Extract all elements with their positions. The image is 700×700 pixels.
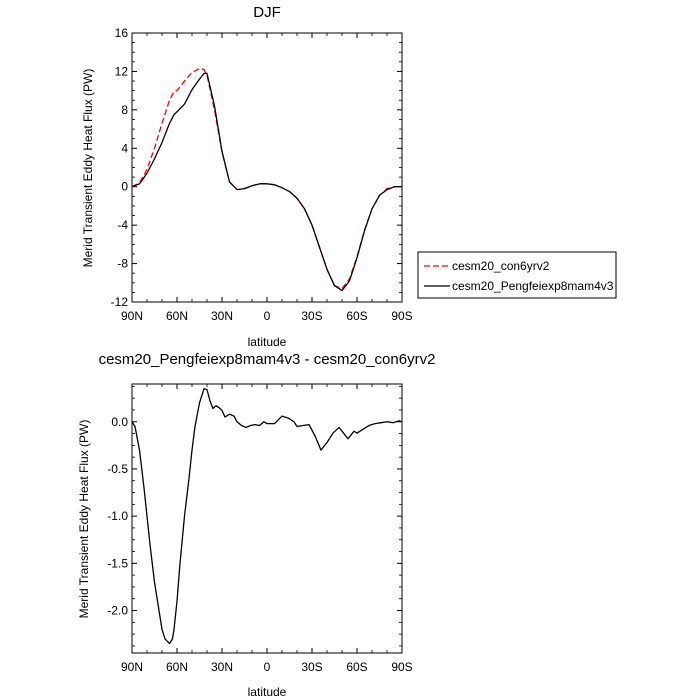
bottom-x-tick-label: 90S (391, 660, 412, 674)
legend: cesm20_con6yrv2 cesm20_Pengfeiexp8mam4v3 (417, 251, 617, 299)
top-y-tick-label: -4 (117, 218, 128, 232)
top-y-tick-label: 8 (121, 103, 128, 117)
top-chart-title: DJF (253, 4, 281, 21)
top-x-tick-label: 30S (301, 309, 322, 323)
top-y-tick-label: -12 (111, 295, 129, 309)
top-x-tick-label: 90S (391, 309, 412, 323)
top-y-tick-label: 0 (121, 180, 128, 194)
bottom-chart-title: cesm20_Pengfeiexp8mam4v3 - cesm20_con6yr… (99, 351, 436, 368)
bottom-x-axis-label: latitude (248, 685, 287, 699)
top-series-lines (131, 67, 402, 292)
legend-label-pengfeiexp8mam4v3: cesm20_Pengfeiexp8mam4v3 (452, 279, 614, 293)
bottom-series-line-0 (131, 388, 403, 645)
top-y-tick-label: 4 (121, 141, 128, 155)
legend-label-con6yrv2: cesm20_con6yrv2 (452, 259, 550, 273)
top-y-axis-label: Merid Transient Eddy Heat Flux (PW) (81, 69, 95, 268)
bottom-plot-frame (131, 383, 403, 654)
top-x-axis-label: latitude (248, 335, 287, 349)
bottom-x-tick-label: 30N (211, 660, 233, 674)
bottom-panel: cesm20_Pengfeiexp8mam4v3 - cesm20_con6yr… (77, 351, 435, 699)
top-x-tick-label: 90N (121, 309, 143, 323)
top-series-line-1 (131, 72, 402, 292)
top-x-ticks: 90N 60N 30N 0 30S 60S 90S (121, 33, 413, 323)
top-x-tick-label: 0 (264, 309, 271, 323)
bottom-series-lines (131, 388, 403, 645)
bottom-y-tick-label: -1.0 (107, 509, 128, 523)
bottom-y-tick-label: -1.5 (107, 556, 128, 570)
top-plot-frame (131, 32, 403, 303)
top-y-ticks: -12 -8 -4 0 4 8 12 16 (111, 26, 402, 309)
top-x-tick-label: 60N (166, 309, 188, 323)
top-y-tick-label: 12 (115, 64, 129, 78)
bottom-y-tick-label: -2.0 (107, 604, 128, 618)
bottom-x-ticks: 90N 60N 30N 0 30S 60S 90S (121, 384, 413, 674)
top-panel: DJF 90N 60N 30N 0 30S 60S 90S -12 -8 -4 0 4 8 12 16 l… (81, 4, 413, 349)
bottom-x-tick-label: 90N (121, 660, 143, 674)
top-y-tick-label: -8 (117, 257, 128, 271)
bottom-x-tick-label: 60N (166, 660, 188, 674)
bottom-y-ticks: -2.0 -1.5 -1.0 -0.5 0.0 (107, 385, 402, 647)
legend-box (417, 251, 617, 299)
top-x-tick-label: 60S (346, 309, 367, 323)
bottom-y-tick-label: -0.5 (107, 462, 128, 476)
top-y-tick-label: 16 (115, 26, 129, 40)
bottom-x-tick-label: 0 (264, 660, 271, 674)
top-series-line-0 (131, 67, 402, 290)
bottom-x-tick-label: 30S (301, 660, 322, 674)
bottom-x-tick-label: 60S (346, 660, 367, 674)
top-x-tick-label: 30N (211, 309, 233, 323)
bottom-y-tick-label: 0.0 (111, 415, 128, 429)
bottom-y-axis-label: Merid Transient Eddy Heat Flux (PW) (77, 420, 91, 619)
